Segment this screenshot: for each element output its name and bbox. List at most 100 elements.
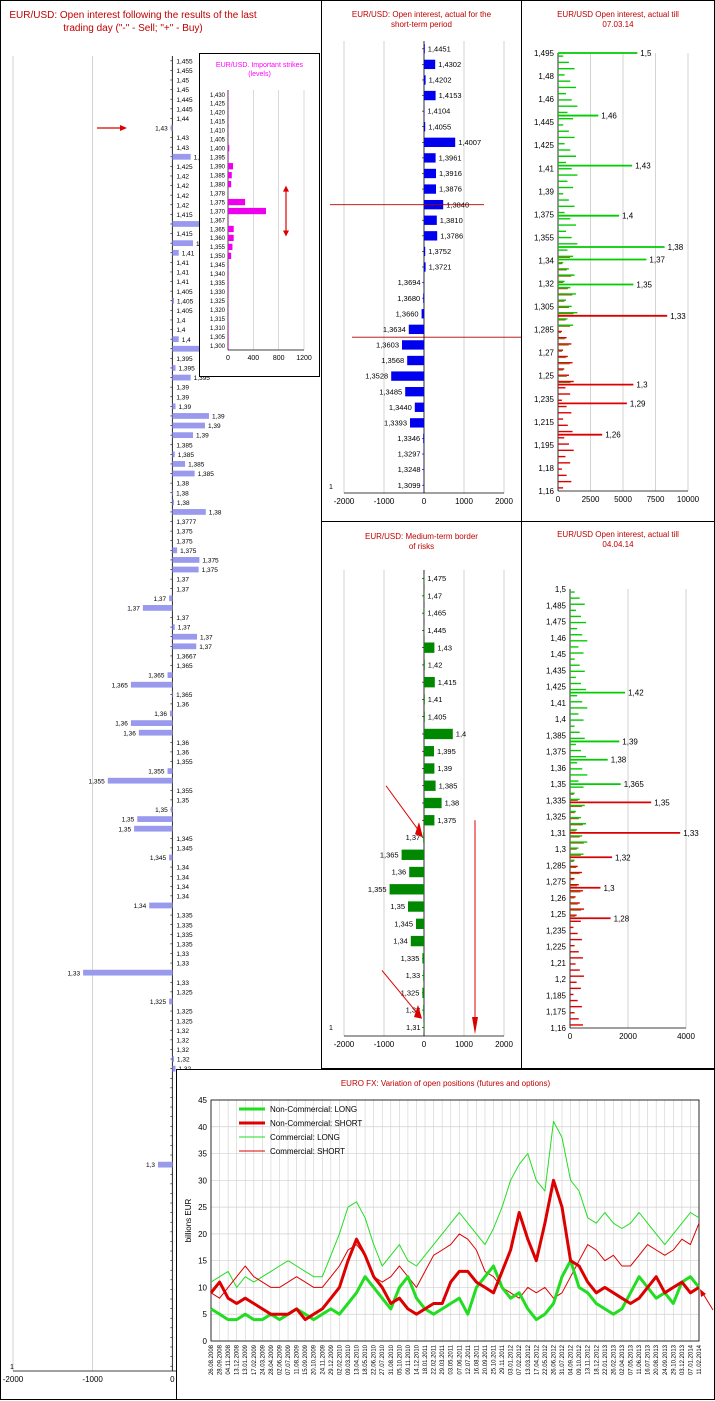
- euro-fx-x-tick: 07.07.2009: [286, 1344, 292, 1375]
- oi-results-bar: [172, 298, 174, 304]
- short-term-bar-label: 1,3568: [381, 356, 404, 365]
- oi-results-bar-label: 1,375: [176, 538, 193, 545]
- medium-term-bar-label: 1,34: [393, 937, 408, 946]
- medium-term-bar: [424, 660, 425, 670]
- strikes-y-tick: 1,378: [210, 191, 226, 197]
- oi-results-bar-label: 1,32: [176, 1047, 189, 1054]
- strikes-bar: [228, 145, 229, 151]
- oi-results-bar: [172, 509, 205, 515]
- oi-results-bar-label: 1,455: [176, 68, 193, 75]
- strikes-bar: [228, 199, 245, 205]
- oi-0404-y-tick: 1,225: [546, 943, 567, 952]
- short-term-bar: [402, 340, 424, 349]
- strikes-bar: [228, 154, 229, 160]
- medium-term-bar: [408, 901, 424, 911]
- euro-fx-x-tick: 24.09.2013: [663, 1344, 669, 1375]
- medium-term-bar: [424, 746, 434, 756]
- short-term-bar-label: 1,4153: [439, 91, 462, 100]
- short-term-bar-label: 1,4055: [428, 122, 451, 131]
- oi-results-bar-label: 1,39: [196, 433, 209, 440]
- oi-results-bar-label: 1,355: [176, 788, 193, 795]
- short-term-x-tick: 1000: [455, 497, 473, 506]
- short-term-bar: [423, 434, 424, 443]
- oi-results-bar: [172, 451, 174, 457]
- oi-results-bar-label: 1,36: [123, 730, 136, 737]
- euro-fx-x-tick: 31.08.2010: [389, 1344, 395, 1375]
- strikes-bar: [228, 262, 229, 268]
- medium-term-bar-label: 1,36: [392, 868, 407, 877]
- oi-results-bar-label: 1,37: [176, 577, 189, 584]
- oi-results-bar-label: 1,355: [148, 769, 165, 776]
- short-term-bar: [422, 309, 424, 318]
- euro-fx-y-tick: 20: [198, 1230, 207, 1239]
- medium-term-down-arrow-head: [472, 1017, 478, 1034]
- strikes-bar: [228, 271, 229, 277]
- oi-results-bar-label: 1,4: [182, 337, 191, 344]
- strikes-x-tick: 400: [247, 355, 259, 362]
- euro-fx-x-tick: 02.04.2013: [620, 1344, 626, 1375]
- euro-fx-x-tick: 17.04.2012: [534, 1344, 540, 1375]
- euro-fx-y-tick: 45: [198, 1096, 207, 1105]
- oi-0703-y-tick: 1,235: [534, 395, 555, 404]
- strikes-y-tick: 1,410: [210, 129, 226, 135]
- strikes-y-tick: 1,380: [210, 182, 226, 188]
- medium-term-bar-label: 1,38: [445, 799, 460, 808]
- short-term-bar: [423, 293, 424, 302]
- oi-results-bar-label: 1,455: [176, 58, 193, 65]
- medium-term-bar-label: 1,31: [406, 1023, 421, 1032]
- medium-term-bar: [424, 798, 442, 808]
- short-term-bar: [424, 91, 436, 100]
- oi-results-bar: [172, 154, 190, 160]
- oi-0404-y-tick: 1,425: [546, 683, 567, 692]
- oi-0703-call-label: 1,35: [636, 281, 652, 290]
- medium-term-bar-label: 1,47: [427, 591, 442, 600]
- oi-0404-y-tick: 1,3: [555, 845, 567, 854]
- oi-results-bar-label: 1,335: [176, 941, 193, 948]
- euro-fx-y-label: billions EUR: [184, 1198, 193, 1242]
- oi-results-bar: [139, 730, 172, 736]
- oi-0404-x-tick: 2000: [619, 1032, 637, 1041]
- strikes-y-tick: 1,425: [210, 102, 226, 108]
- short-term-bar-label: 1,3752: [428, 247, 451, 256]
- medium-term-bar: [411, 936, 424, 946]
- oi-results-bar-label: 1,37: [200, 634, 213, 641]
- euro-fx-x-tick: 31.07.2012: [560, 1344, 566, 1375]
- oi-results-bar-label: 1,365: [176, 663, 193, 670]
- oi-results-bar: [108, 778, 173, 784]
- strikes-y-tick: 1,300: [210, 344, 226, 350]
- euro-fx-x-tick: 07.05.2013: [629, 1344, 635, 1375]
- oi-0703-y-tick: 1,32: [538, 280, 554, 289]
- oi-0404-y-tick: 1,5: [555, 585, 567, 594]
- oi-results-bar-label: 1,365: [176, 692, 193, 699]
- euro-fx-x-tick: 05.10.2010: [397, 1344, 403, 1375]
- oi-results-x-tick: 0: [170, 1375, 175, 1384]
- medium-term-bar: [422, 953, 424, 963]
- short-term-bar: [424, 138, 455, 147]
- oi-results-bar-label: 1,36: [115, 721, 128, 728]
- euro-fx-x-tick: 13.11.2012: [586, 1344, 592, 1374]
- oi-results-bar-label: 1,405: [176, 308, 193, 315]
- medium-term-bar-label: 1,475: [427, 574, 446, 583]
- strikes-y-tick: 1,367: [210, 218, 226, 224]
- oi-0404-put-label: 1,32: [615, 853, 631, 862]
- oi-results-corner-label: 1: [10, 1364, 14, 1371]
- oi-results-bar: [172, 547, 177, 553]
- oi-results-bar-label: 1,34: [176, 874, 189, 881]
- oi-results-x-tick: -1000: [82, 1375, 103, 1384]
- oi-results-bar-label: 1,4: [176, 318, 185, 325]
- euro-fx-x-tick: 03.12.2013: [680, 1344, 686, 1375]
- oi-0404-x-tick: 0: [568, 1032, 573, 1041]
- short-term-bar-label: 1,3297: [398, 450, 421, 459]
- euro-fx-x-tick: 26.06.2012: [551, 1344, 557, 1375]
- euro-fx-x-tick: 29.03.2011: [440, 1344, 446, 1374]
- oi-results-bar-label: 1,38: [176, 481, 189, 488]
- oi-results-bar: [172, 365, 175, 371]
- oi-results-bar: [137, 816, 172, 822]
- oi-0703-call-label: 1,38: [668, 243, 684, 252]
- strikes-y-tick: 1,370: [210, 209, 226, 215]
- euro-fx-x-tick: 24.03.2009: [260, 1344, 266, 1375]
- euro-fx-x-tick: 20.08.2013: [654, 1344, 660, 1375]
- euro-fx-y-tick: 30: [198, 1176, 207, 1185]
- euro-fx-x-tick: 26.02.2013: [611, 1344, 617, 1375]
- oi-results-bar-label: 1,4: [176, 327, 185, 334]
